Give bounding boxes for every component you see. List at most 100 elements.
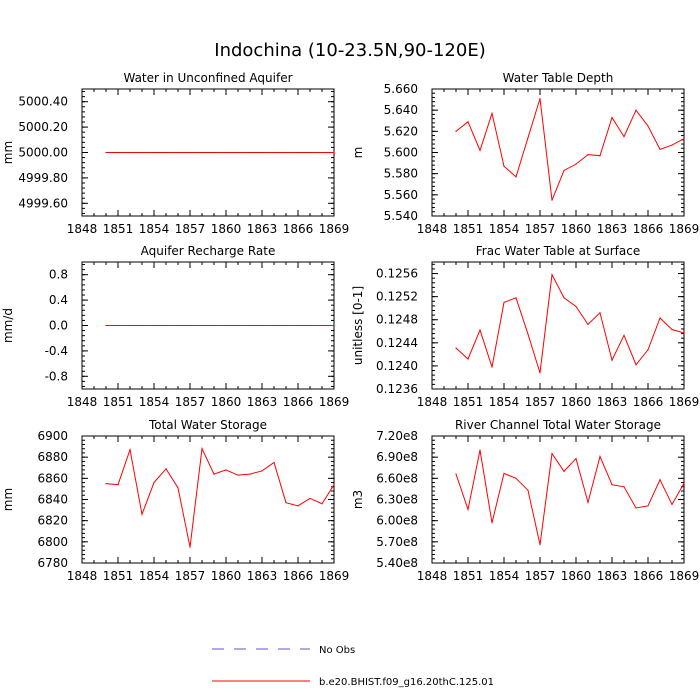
data-point (455, 347, 457, 349)
data-point (455, 473, 457, 475)
y-tick-label: 6900 (37, 429, 68, 443)
panel-title: Water Table Depth (503, 71, 614, 85)
y-tick-label: 5.600 (384, 146, 418, 160)
y-tick-label: 0.1256 (376, 267, 418, 281)
data-point (587, 323, 589, 325)
data-point (539, 97, 541, 100)
panel-title: Total Water Storage (148, 418, 267, 432)
x-tick-label: 1857 (175, 395, 206, 409)
data-point (225, 469, 227, 471)
y-tick-label: 4999.80 (18, 171, 68, 185)
y-tick-label: 0.1236 (376, 382, 418, 396)
panel-title: Water in Unconfined Aquifer (123, 71, 292, 85)
data-point (201, 151, 203, 154)
x-tick-label: 1863 (247, 222, 278, 236)
data-point (321, 151, 323, 154)
x-tick-label: 1848 (417, 395, 448, 409)
data-point (153, 324, 155, 327)
data-point (635, 364, 637, 366)
x-tick-label: 1848 (67, 395, 98, 409)
y-tick-label: 6840 (37, 493, 68, 507)
data-point (539, 372, 541, 374)
data-point (117, 151, 119, 154)
panel-title: Frac Water Table at Surface (476, 244, 640, 258)
data-point (261, 151, 263, 154)
data-point (297, 151, 299, 154)
data-point (467, 508, 469, 510)
data-point (599, 455, 601, 458)
series-line (455, 98, 685, 201)
data-point (189, 324, 191, 327)
data-point (491, 522, 493, 524)
data-point (467, 358, 469, 360)
panel-title: Aquifer Recharge Rate (141, 244, 276, 258)
panel-river-channel-total-water-storage: River Channel Total Water Storage m3 1848 1… (351, 418, 699, 583)
x-tick-label: 1848 (67, 569, 98, 583)
x-tick-label: 1869 (319, 395, 350, 409)
data-point (479, 329, 481, 331)
data-point (563, 169, 565, 172)
x-tick-label: 1854 (489, 569, 520, 583)
y-tick-label: 6820 (37, 514, 68, 528)
data-point (213, 151, 215, 154)
x-tick-label: 1848 (67, 222, 98, 236)
x-tick-label: 1863 (597, 395, 628, 409)
data-point (201, 324, 203, 327)
figure-title: Indochina (10-23.5N,90-120E) (214, 40, 485, 61)
data-point (333, 484, 335, 486)
data-point (249, 473, 251, 475)
y-tick-label: 0.8 (49, 268, 68, 282)
x-tick-label: 1848 (417, 222, 448, 236)
data-point (527, 489, 529, 491)
x-tick-label: 1860 (561, 222, 592, 236)
y-tick-label: 0.1240 (376, 359, 418, 373)
data-point (683, 138, 685, 140)
x-tick-label: 1863 (247, 395, 278, 409)
data-point (309, 324, 311, 327)
y-tick-label: 5000.00 (18, 146, 68, 160)
legend-label-no-obs: No Obs (319, 645, 355, 656)
data-point (105, 324, 107, 327)
data-point (285, 324, 287, 327)
x-tick-label: 1869 (669, 222, 700, 236)
y-tick-label: 5.40e8 (376, 556, 418, 570)
data-point (659, 479, 661, 481)
x-tick-label: 1869 (669, 569, 700, 583)
data-point (623, 136, 625, 138)
data-point (599, 155, 601, 157)
data-point (479, 149, 481, 151)
y-tick-label: 6.60e8 (376, 471, 418, 485)
y-tick-label: 6860 (37, 471, 68, 485)
y-tick-label: 7.20e8 (376, 429, 418, 443)
x-tick-label: 1863 (597, 569, 628, 583)
x-tick-label: 1848 (417, 569, 448, 583)
data-point (611, 484, 613, 486)
series-line (455, 273, 685, 373)
data-point (117, 484, 119, 486)
x-tick-label: 1860 (211, 395, 242, 409)
data-point (503, 165, 505, 167)
data-point (671, 144, 673, 146)
y-tick-label: 6880 (37, 450, 68, 464)
data-point (237, 474, 239, 476)
y-tick-label: 0.1248 (376, 313, 418, 327)
data-point (515, 297, 517, 299)
data-point (249, 324, 251, 327)
data-point (201, 448, 203, 450)
legend-label-model-run: b.e20.BHIST.f09_g16.20thC.125.01 (319, 677, 494, 688)
data-point (261, 470, 263, 472)
y-axis-label: mm (1, 141, 15, 164)
x-tick-label: 1851 (103, 395, 134, 409)
data-point (491, 112, 493, 114)
x-tick-label: 1866 (283, 395, 314, 409)
data-point (491, 366, 493, 368)
x-tick-label: 1854 (139, 395, 170, 409)
data-point (285, 151, 287, 154)
data-point (623, 334, 625, 336)
data-point (165, 324, 167, 327)
data-point (105, 151, 107, 154)
data-point (563, 297, 565, 299)
data-point (671, 328, 673, 331)
y-axis-label: m3 (351, 490, 365, 509)
x-tick-label: 1854 (139, 222, 170, 236)
